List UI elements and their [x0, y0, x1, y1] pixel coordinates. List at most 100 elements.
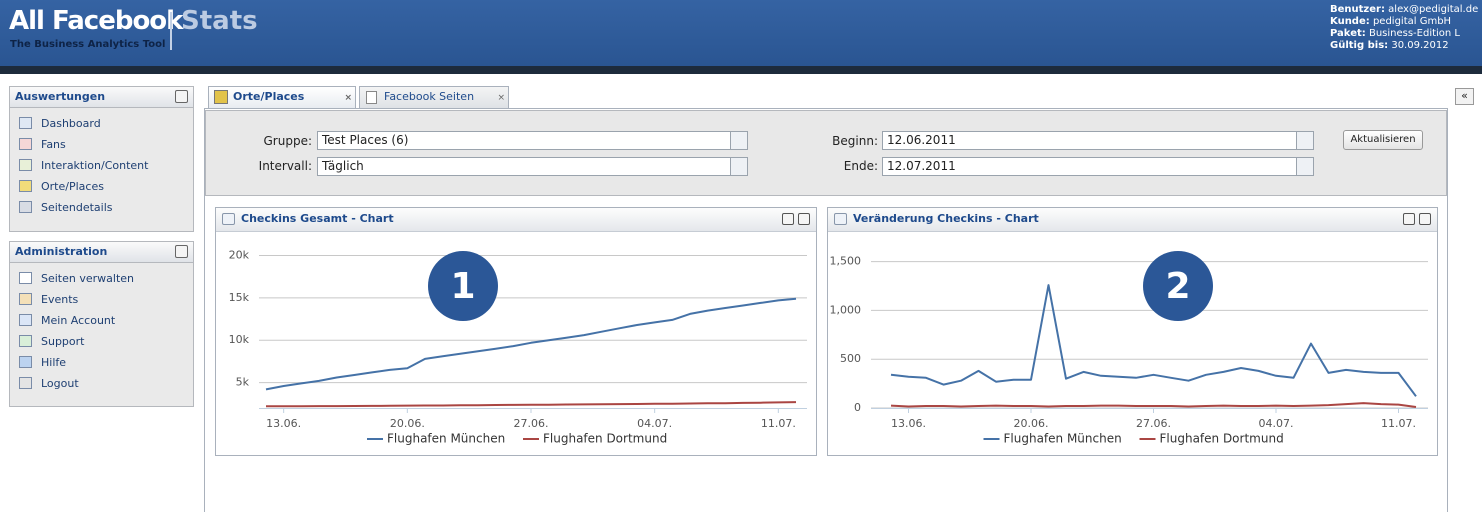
account-row: Kunde: pedigital GmbH — [1330, 16, 1478, 28]
account-value: alex@pedigital.de — [1388, 4, 1479, 15]
nav-item[interactable]: Interaktion/Content — [10, 155, 193, 176]
account-label: Kunde: — [1330, 16, 1370, 27]
y-tick-label: 5k — [236, 376, 250, 389]
y-tick-label: 500 — [840, 352, 861, 365]
refresh-button[interactable]: Aktualisieren — [1343, 130, 1423, 150]
form-label: Intervall: — [258, 159, 312, 173]
nav-icon — [19, 335, 32, 347]
account-label: Benutzer: — [1330, 4, 1385, 15]
collapse-icon[interactable] — [175, 245, 188, 258]
annotation-text: 2 — [1165, 266, 1190, 307]
select[interactable]: Test Places (6) — [317, 131, 748, 150]
sidebar-panel: Administration Seiten verwalten Events Mein… — [9, 241, 194, 407]
header-band — [0, 66, 1482, 74]
x-tick-label: 20.06. — [390, 417, 425, 430]
nav-item[interactable]: Mein Account — [10, 310, 193, 331]
nav-item[interactable]: Dashboard — [10, 113, 193, 134]
nav-label: Seitendetails — [41, 201, 113, 214]
nav-label: Support — [41, 335, 85, 348]
maximize-button[interactable] — [798, 213, 810, 225]
select-value: Test Places (6) — [322, 133, 409, 147]
account-label: Gültig bis: — [1330, 40, 1389, 51]
tab[interactable]: Facebook Seiten × — [359, 86, 509, 108]
nav-label: Seiten verwalten — [41, 272, 135, 285]
series-line — [890, 284, 1417, 397]
nav-icon — [19, 180, 32, 192]
nav-item[interactable]: Fans — [10, 134, 193, 155]
chart-title: Checkins Gesamt - Chart — [241, 212, 394, 225]
panel-title: Administration — [10, 242, 193, 263]
maximize-button[interactable] — [1419, 213, 1431, 225]
legend-label: Flughafen Dortmund — [1160, 432, 1284, 446]
chart-panel: Checkins Gesamt - Chart 5k 10k 15k 20k 13.06.… — [215, 207, 817, 456]
nav-label: Mein Account — [41, 314, 116, 327]
y-tick-label: 20k — [229, 248, 250, 261]
annotation-badge — [428, 251, 498, 321]
annotation-badge — [1143, 251, 1213, 321]
divider — [170, 12, 172, 50]
x-tick-label: 13.06. — [891, 417, 926, 430]
header: All Facebook The Business Analytics Tool… — [0, 0, 1482, 66]
date-input[interactable]: 12.07.2011 — [882, 157, 1314, 176]
nav-item[interactable]: Seitendetails — [10, 197, 193, 218]
account-value: 30.09.2012 — [1391, 40, 1449, 51]
date-input[interactable]: 12.06.2011 — [882, 131, 1314, 150]
x-tick-label: 11.07. — [761, 417, 796, 430]
account-value: Business-Edition L — [1368, 28, 1461, 39]
x-tick-label: 27.06. — [514, 417, 549, 430]
app-title: All Facebook — [9, 6, 183, 36]
tagline: The Business Analytics Tool — [10, 39, 166, 50]
input-value: 12.06.2011 — [887, 133, 956, 147]
nav-icon — [19, 356, 32, 368]
collapse-button[interactable]: « — [1455, 88, 1474, 105]
nav-label: Orte/Places — [41, 180, 104, 193]
chart-icon — [834, 213, 847, 225]
collapse-icon[interactable] — [175, 90, 188, 103]
annotation-text: 1 — [450, 266, 475, 307]
help-button[interactable] — [1403, 213, 1415, 225]
form-label: Beginn: — [832, 134, 878, 148]
chart-header: Veränderung Checkins - Chart — [828, 208, 1437, 232]
x-tick-label: 04.07. — [1259, 417, 1294, 430]
select[interactable]: Täglich — [317, 157, 748, 176]
nav-item[interactable]: Support — [10, 331, 193, 352]
panel-title-text: Administration — [15, 245, 108, 258]
nav-item[interactable]: Orte/Places — [10, 176, 193, 197]
help-button[interactable] — [782, 213, 794, 225]
chart-icon — [222, 213, 235, 225]
input-value: 12.07.2011 — [887, 159, 956, 173]
x-tick-label: 27.06. — [1136, 417, 1171, 430]
nav-item[interactable]: Seiten verwalten — [10, 268, 193, 289]
x-tick-label: 20.06. — [1014, 417, 1049, 430]
account-row: Paket: Business-Edition L — [1330, 28, 1478, 40]
y-tick-label: 10k — [229, 333, 250, 346]
nav-icon — [19, 159, 32, 171]
nav-label: Dashboard — [41, 117, 101, 130]
account-label: Paket: — [1330, 28, 1366, 39]
series-line — [265, 297, 797, 391]
y-tick-label: 0 — [854, 401, 861, 414]
series-line — [890, 402, 1417, 408]
product-name: Stats — [181, 6, 258, 36]
chart-title: Veränderung Checkins - Chart — [853, 212, 1039, 225]
tab[interactable]: Orte/Places × — [208, 86, 356, 108]
legend-label: Flughafen München — [387, 432, 505, 446]
nav-item[interactable]: Logout — [10, 373, 193, 394]
nav-icon — [19, 138, 32, 150]
form-label: Ende: — [843, 159, 878, 173]
panel-title: Auswertungen — [10, 87, 193, 108]
chart-header: Checkins Gesamt - Chart — [216, 208, 816, 232]
x-tick-label: 11.07. — [1381, 417, 1416, 430]
nav-icon — [19, 377, 32, 389]
x-tick-label: 04.07. — [637, 417, 672, 430]
legend-label: Flughafen München — [1004, 432, 1122, 446]
chart: 5k 10k 15k 20k 13.06. 20.06. 27.06. 04.07. 11.07… — [229, 248, 807, 446]
form-label: Gruppe: — [263, 134, 313, 148]
nav-label: Events — [41, 293, 79, 306]
nav-icon — [19, 117, 32, 129]
nav-item[interactable]: Events — [10, 289, 193, 310]
account-row: Gültig bis: 30.09.2012 — [1330, 40, 1478, 52]
nav-item[interactable]: Hilfe — [10, 352, 193, 373]
nav-label: Fans — [41, 138, 66, 151]
